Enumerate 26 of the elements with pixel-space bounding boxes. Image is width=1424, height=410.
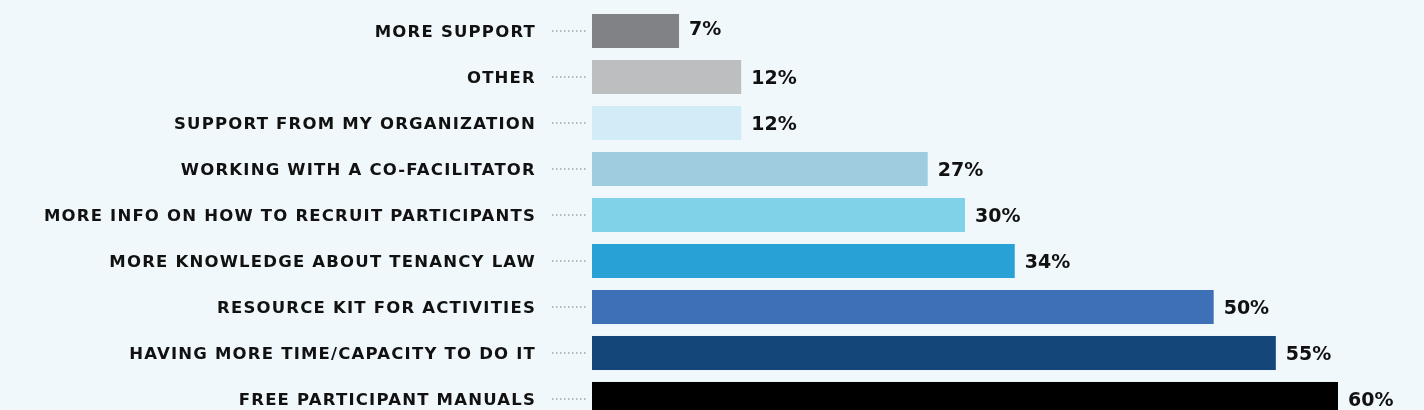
y-tick-label: MORE SUPPORT xyxy=(374,21,536,41)
data-label: 27% xyxy=(937,157,984,180)
y-tick-label: SUPPORT FROM MY ORGANIZATION xyxy=(173,113,536,133)
data-label: 12% xyxy=(751,111,797,134)
y-tick-label: HAVING MORE TIME/CAPACITY TO DO IT xyxy=(129,343,536,363)
y-tick-label: MORE KNOWLEDGE ABOUT TENANCY LAW xyxy=(109,251,536,271)
data-label: 7% xyxy=(689,16,722,39)
y-tick-label: RESOURCE KIT FOR ACTIVITIES xyxy=(217,297,536,317)
bar xyxy=(592,289,1214,325)
bar xyxy=(592,197,965,233)
data-label: 30% xyxy=(975,203,1021,226)
data-label: 50% xyxy=(1223,295,1270,318)
bar xyxy=(592,105,742,141)
bar xyxy=(592,243,1015,279)
y-tick-label: FREE PARTICIPANT MANUALS xyxy=(238,389,536,409)
bar xyxy=(592,335,1276,371)
y-tick-label: OTHER xyxy=(466,67,536,87)
y-tick-label: WORKING WITH A CO-FACILITATOR xyxy=(180,159,536,179)
data-label: 60% xyxy=(1348,387,1394,410)
y-tick-label: MORE INFO ON HOW TO RECRUIT PARTICIPANTS xyxy=(43,205,536,225)
bar xyxy=(592,151,928,187)
data-label: 55% xyxy=(1285,341,1332,364)
data-label: 12% xyxy=(751,65,797,88)
bar xyxy=(592,13,680,49)
data-label: 34% xyxy=(1024,249,1071,272)
bar xyxy=(592,59,742,95)
